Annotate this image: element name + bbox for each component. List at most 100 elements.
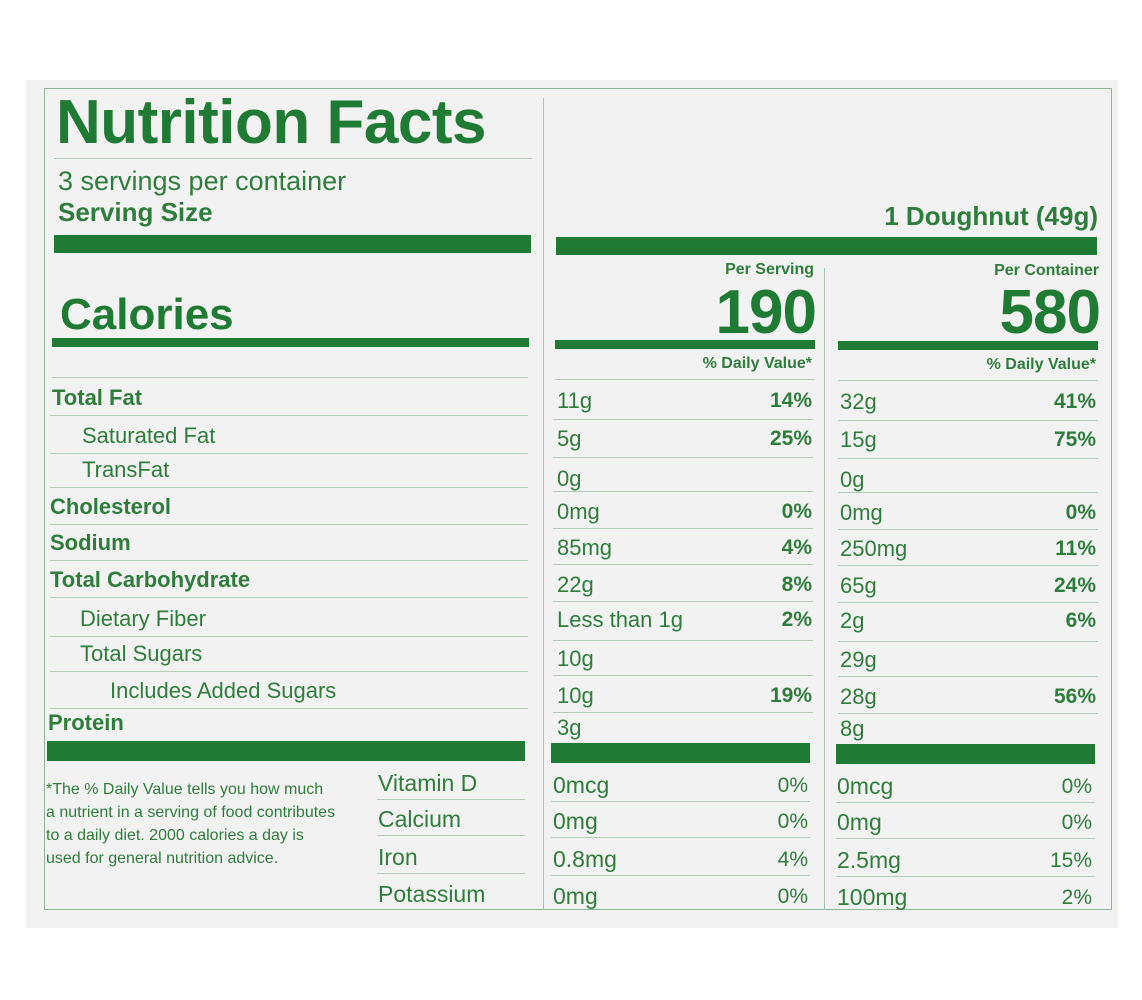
calories-rule-container	[838, 341, 1098, 350]
container-dv: 0%	[1065, 501, 1096, 524]
calories-label: Calories	[60, 290, 234, 339]
label-panel	[26, 80, 1118, 928]
row-divider	[553, 491, 813, 492]
vitamin-name: Calcium	[378, 806, 462, 832]
vitamin-container-dv: 15%	[1049, 849, 1092, 872]
nutrient-name: Protein	[48, 710, 124, 735]
container-dv: 24%	[1053, 574, 1096, 597]
vitamin-container-amount: 0mg	[837, 809, 882, 835]
column-divider-container	[824, 268, 825, 910]
container-dv: 11%	[1055, 537, 1096, 560]
serving-dv: 2%	[781, 608, 812, 631]
nutrient-name: Dietary Fiber	[80, 606, 206, 631]
container-amount: 28g	[840, 684, 877, 709]
serving-size-label: Serving Size	[58, 197, 213, 227]
container-dv: 41%	[1053, 390, 1096, 413]
container-dv: 56%	[1053, 685, 1096, 708]
container-dv: 75%	[1053, 428, 1096, 451]
serving-dv: 4%	[781, 536, 812, 559]
vitamin-serving-amount: 0mcg	[553, 772, 610, 798]
row-divider	[838, 492, 1098, 493]
serving-size-value: 1 Doughnut (49g)	[884, 201, 1098, 231]
row-divider	[377, 873, 525, 874]
nutrient-name: Cholesterol	[50, 494, 172, 519]
vitamin-name: Potassium	[378, 881, 486, 907]
row-divider	[50, 487, 528, 488]
row-divider	[838, 713, 1098, 714]
container-amount: 65g	[840, 573, 877, 598]
vitamin-container-dv: 2%	[1061, 886, 1092, 909]
serving-dv: 14%	[769, 389, 812, 412]
row-divider	[553, 419, 813, 420]
row-divider	[50, 597, 528, 598]
serving-dv: 25%	[769, 427, 812, 450]
nutrient-name: Sodium	[50, 530, 131, 555]
serving-amount: 22g	[557, 572, 594, 597]
row-divider	[551, 801, 810, 802]
vitamin-container-amount: 2.5mg	[837, 847, 901, 873]
container-amount: 29g	[840, 647, 877, 672]
label-title: Nutrition Facts	[56, 88, 486, 157]
thick-rule-right	[556, 237, 1097, 255]
calories-per-container: 580	[999, 278, 1101, 347]
row-divider	[553, 640, 813, 641]
container-amount: 0g	[840, 467, 865, 492]
vitamin-serving-amount: 0mg	[553, 808, 598, 834]
row-divider	[553, 528, 813, 529]
serving-dv: 8%	[781, 573, 812, 596]
row-divider	[838, 380, 1098, 381]
serving-amount: 10g	[557, 683, 594, 708]
row-divider	[553, 564, 813, 565]
vitamin-container-dv: 0%	[1061, 775, 1092, 798]
row-divider	[836, 802, 1095, 803]
row-divider	[838, 458, 1098, 459]
row-divider	[836, 838, 1095, 839]
row-divider	[838, 420, 1098, 421]
serving-dv: 0%	[781, 500, 812, 523]
row-divider	[553, 601, 813, 602]
serving-dv: 19%	[769, 684, 812, 707]
per-serving-label: Per Serving	[725, 261, 814, 278]
serving-amount: Less than 1g	[557, 607, 683, 632]
row-divider	[50, 560, 528, 561]
row-divider	[838, 641, 1098, 642]
row-divider	[838, 676, 1098, 677]
dv-header-serving: % Daily Value*	[702, 355, 812, 372]
row-divider	[377, 799, 525, 800]
calories-per-serving: 190	[715, 278, 817, 347]
row-divider	[838, 602, 1098, 603]
container-amount: 8g	[840, 716, 865, 741]
title-rule	[54, 158, 532, 159]
row-divider	[836, 876, 1095, 877]
vitamin-name: Vitamin D	[378, 770, 478, 796]
row-divider	[553, 712, 813, 713]
nutrient-name: TransFat	[82, 457, 170, 482]
serving-amount: 10g	[557, 646, 594, 671]
container-amount: 2g	[840, 608, 865, 633]
row-divider	[50, 524, 528, 525]
nutrient-name: Includes Added Sugars	[110, 678, 337, 703]
row-divider	[551, 837, 810, 838]
protein-rule-serving	[551, 743, 810, 763]
row-divider	[838, 529, 1098, 530]
row-divider	[553, 457, 813, 458]
vitamin-serving-dv: 0%	[777, 810, 808, 833]
container-amount: 0mg	[840, 500, 883, 525]
nutrient-name: Total Fat	[52, 385, 143, 410]
vitamin-serving-dv: 0%	[777, 774, 808, 797]
row-divider	[52, 377, 528, 378]
thick-rule-left	[54, 235, 531, 253]
protein-rule-left	[47, 741, 525, 761]
container-amount: 15g	[840, 427, 877, 452]
container-amount: 32g	[840, 389, 877, 414]
vitamin-container-amount: 100mg	[837, 884, 908, 910]
row-divider	[838, 565, 1098, 566]
nutrient-name: Saturated Fat	[82, 423, 216, 448]
calories-rule-serving	[555, 340, 815, 349]
row-divider	[50, 415, 528, 416]
row-divider	[553, 675, 813, 676]
dv-header-container: % Daily Value*	[986, 356, 1096, 373]
serving-amount: 85mg	[557, 535, 613, 560]
vitamin-container-dv: 0%	[1061, 811, 1092, 834]
row-divider	[50, 708, 528, 709]
